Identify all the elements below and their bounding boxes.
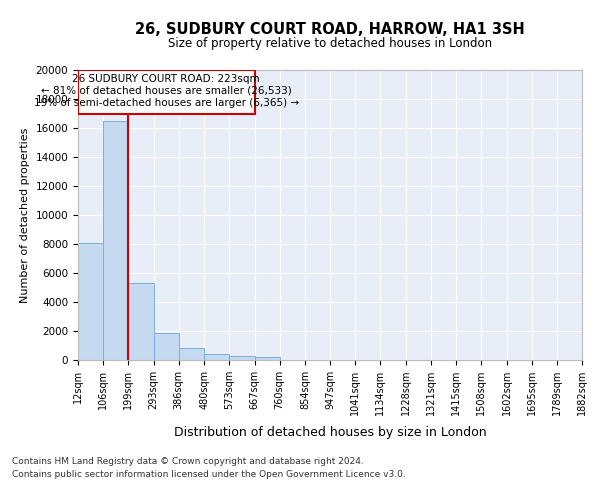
Text: Contains HM Land Registry data © Crown copyright and database right 2024.: Contains HM Land Registry data © Crown c… bbox=[12, 458, 364, 466]
Text: 19% of semi-detached houses are larger (6,365) →: 19% of semi-detached houses are larger (… bbox=[34, 98, 299, 108]
Bar bbox=[128, 283, 154, 360]
Text: Size of property relative to detached houses in London: Size of property relative to detached ho… bbox=[168, 38, 492, 51]
Text: 26 SUDBURY COURT ROAD: 223sqm: 26 SUDBURY COURT ROAD: 223sqm bbox=[73, 74, 260, 84]
Bar bbox=[229, 356, 254, 360]
Bar bbox=[154, 333, 179, 360]
Y-axis label: Number of detached properties: Number of detached properties bbox=[20, 128, 30, 302]
Bar bbox=[78, 70, 254, 114]
X-axis label: Distribution of detached houses by size in London: Distribution of detached houses by size … bbox=[173, 426, 487, 440]
Bar bbox=[103, 120, 128, 360]
Bar bbox=[204, 354, 229, 360]
Bar bbox=[254, 357, 280, 360]
Bar bbox=[179, 348, 204, 360]
Text: 26, SUDBURY COURT ROAD, HARROW, HA1 3SH: 26, SUDBURY COURT ROAD, HARROW, HA1 3SH bbox=[135, 22, 525, 38]
Text: Contains public sector information licensed under the Open Government Licence v3: Contains public sector information licen… bbox=[12, 470, 406, 479]
Bar bbox=[78, 242, 103, 360]
Text: ← 81% of detached houses are smaller (26,533): ← 81% of detached houses are smaller (26… bbox=[41, 86, 292, 96]
